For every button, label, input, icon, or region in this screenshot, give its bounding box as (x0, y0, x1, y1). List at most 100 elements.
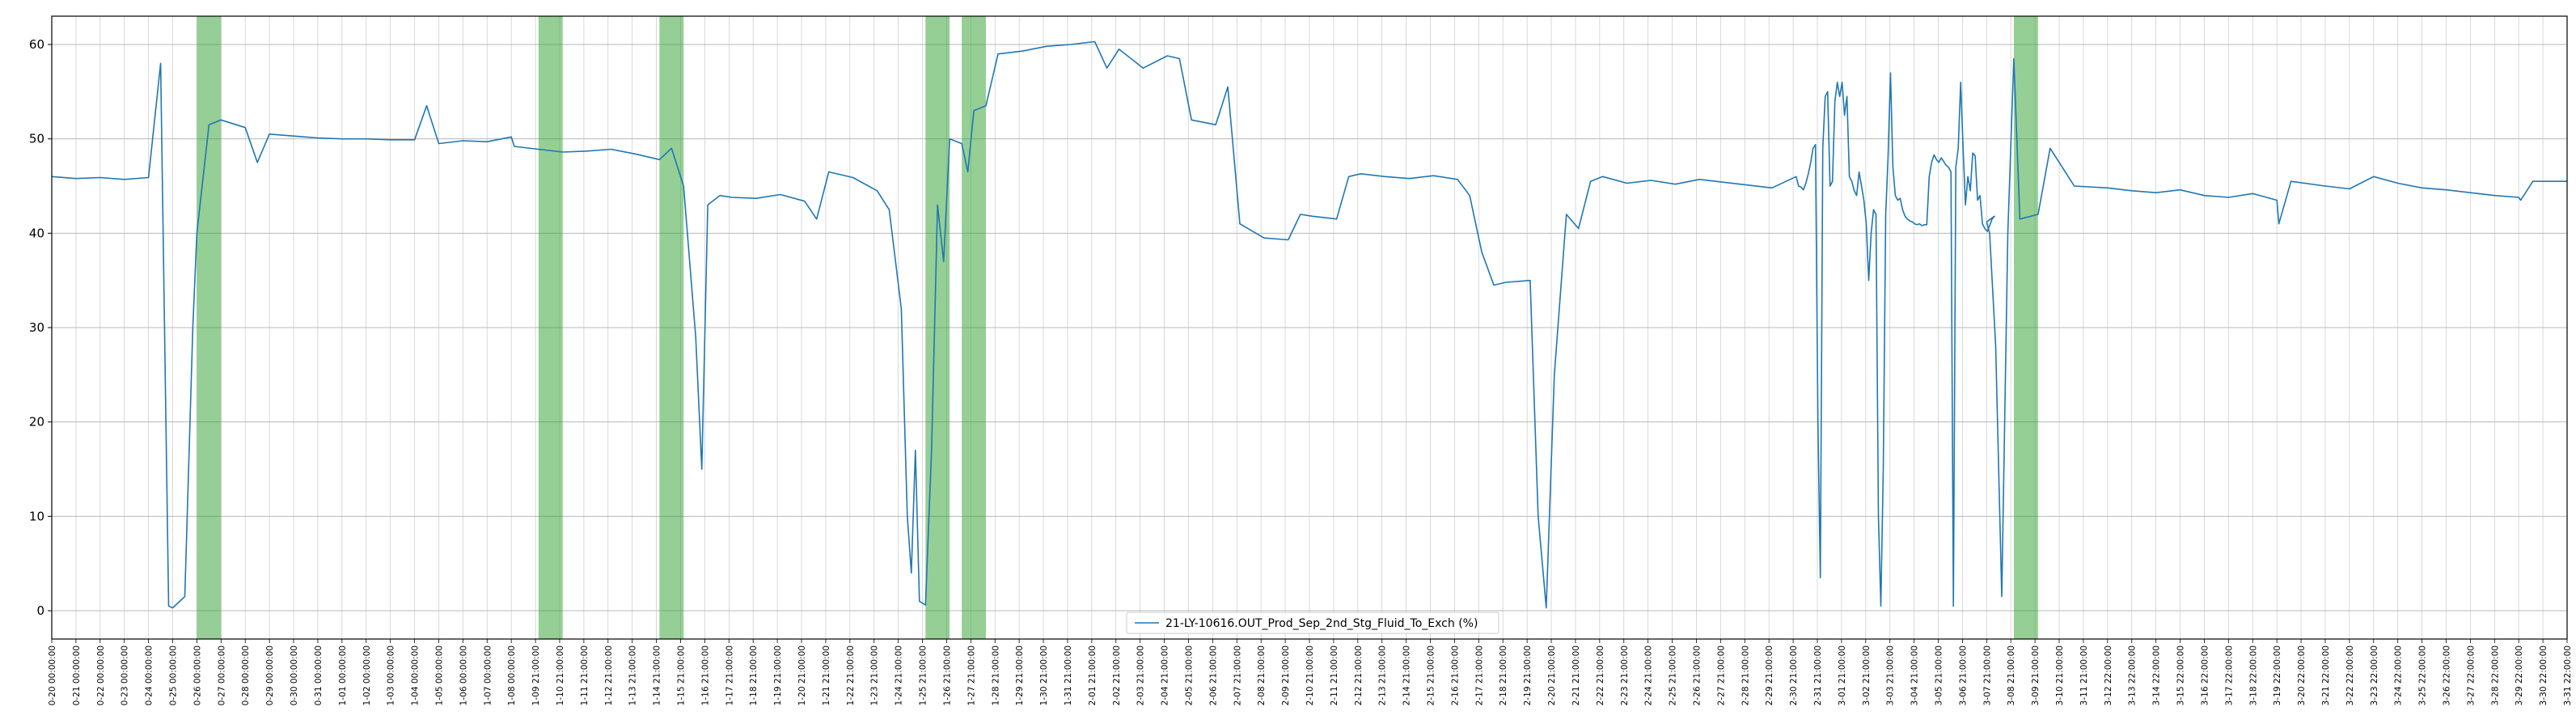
x-tick-label: 1-09 21:00:00 (531, 645, 541, 705)
x-tick-label: 2-01 21:00:00 (1088, 645, 1098, 705)
x-tick-label: 3-01 21:00:00 (1838, 645, 1847, 705)
x-tick-label: 2-17 21:00:00 (1474, 645, 1484, 705)
x-tick-label: 3-14 22:00:00 (2152, 645, 2162, 705)
x-tick-label: 3-31 22:00:00 (2563, 645, 2573, 705)
y-tick-label: 50 (29, 132, 44, 146)
x-tick-label: 3-11 21:00:00 (2079, 645, 2089, 705)
x-tick-label: 3-19 22:00:00 (2273, 645, 2282, 705)
x-tick-label: 1-26 21:00:00 (942, 645, 952, 705)
x-tick-label: 1-17 21:00:00 (725, 645, 734, 705)
x-tick-label: 1-23 21:00:00 (870, 645, 880, 705)
x-tick-label: 2-07 21:00:00 (1233, 645, 1242, 705)
x-tick-label: 1-15 21:00:00 (677, 645, 687, 705)
x-tick-label: 2-13 21:00:00 (1378, 645, 1388, 705)
legend-label: 21-LY-10616.OUT_Prod_Sep_2nd_Stg_Fluid_T… (1165, 617, 1478, 630)
legend: 21-LY-10616.OUT_Prod_Sep_2nd_Stg_Fluid_T… (1126, 612, 1499, 634)
x-tick-label: 3-15 22:00:00 (2176, 645, 2186, 705)
y-tick-label: 0 (36, 603, 44, 618)
x-tick-label: 2-02 21:00:00 (1112, 645, 1122, 705)
x-tick-label: 3-02 21:00:00 (1862, 645, 1872, 705)
x-tick-label: 2-11 21:00:00 (1330, 645, 1339, 705)
x-tick-label: 1-25 21:00:00 (919, 645, 928, 705)
x-tick-label: 0-31 00:00:00 (314, 645, 324, 705)
x-tick-label: 1-14 21:00:00 (653, 645, 662, 705)
x-tick-label: 3-04 21:00:00 (1910, 645, 1920, 705)
x-tick-label: 1-11 21:00:00 (580, 645, 590, 705)
x-tick-label: 1-19 21:00:00 (773, 645, 783, 705)
x-tick-label: 1-20 21:00:00 (797, 645, 807, 705)
x-tick-label: 1-07 00:00:00 (483, 645, 493, 705)
y-tick-label: 20 (29, 415, 44, 430)
x-tick-label: 3-17 22:00:00 (2224, 645, 2234, 705)
x-axis: 0-20 00:00:00 0-21 00:00:00 0-22 00:00:00 0… (48, 639, 2573, 705)
x-tick-label: 1-21 21:00:00 (822, 645, 831, 705)
x-tick-label: 2-06 21:00:00 (1208, 645, 1218, 705)
x-tick-label: 3-24 22:00:00 (2394, 645, 2404, 705)
x-tick-label: 3-13 22:00:00 (2128, 645, 2138, 705)
x-tick-label: 3-23 22:00:00 (2370, 645, 2379, 705)
x-tick-label: 1-04 00:00:00 (411, 645, 421, 705)
x-tick-label: 3-26 22:00:00 (2442, 645, 2451, 705)
x-tick-label: 0-28 00:00:00 (241, 645, 251, 705)
x-tick-label: 2-05 21:00:00 (1184, 645, 1194, 705)
x-tick-label: 2-22 21:00:00 (1596, 645, 1605, 705)
x-tick-label: 2-26 21:00:00 (1692, 645, 1702, 705)
x-tick-label: 0-25 00:00:00 (169, 645, 179, 705)
highlight-band (925, 16, 950, 639)
y-tick-label: 40 (29, 226, 44, 240)
x-tick-label: 3-30 22:00:00 (2539, 645, 2549, 705)
x-tick-label: 1-28 21:00:00 (991, 645, 1000, 705)
x-tick-label: 2-29 21:00:00 (1765, 645, 1774, 705)
x-tick-label: 0-24 00:00:00 (145, 645, 154, 705)
x-tick-label: 1-10 21:00:00 (556, 645, 565, 705)
x-tick-label: 2-23 21:00:00 (1620, 645, 1630, 705)
x-tick-label: 3-21 22:00:00 (2321, 645, 2331, 705)
x-tick-label: 2-10 21:00:00 (1305, 645, 1315, 705)
x-tick-label: 2-30 21:00:00 (1789, 645, 1799, 705)
x-tick-label: 3-07 21:00:00 (1982, 645, 1992, 705)
x-tick-label: 3-29 22:00:00 (2515, 645, 2524, 705)
x-tick-label: 0-26 00:00:00 (192, 645, 202, 705)
x-tick-label: 1-05 00:00:00 (434, 645, 444, 705)
series-group (51, 40, 2567, 609)
highlight-band (2013, 16, 2038, 639)
y-axis: 0 10 20 30 40 50 60 (29, 37, 52, 618)
x-tick-label: 2-25 21:00:00 (1669, 645, 1678, 705)
x-tick-label: 1-06 00:00:00 (459, 645, 468, 705)
x-tick-label: 1-13 21:00:00 (628, 645, 638, 705)
x-tick-label: 2-14 21:00:00 (1402, 645, 1412, 705)
y-tick-label: 10 (29, 509, 44, 523)
x-tick-label: 3-16 22:00:00 (2200, 645, 2210, 705)
highlight-band (538, 16, 563, 639)
x-tick-label: 3-20 22:00:00 (2297, 645, 2307, 705)
x-tick-label: 3-27 22:00:00 (2466, 645, 2476, 705)
x-tick-label: 0-23 00:00:00 (121, 645, 130, 705)
x-tick-label: 2-31 21:00:00 (1813, 645, 1823, 705)
x-tick-label: 3-10 21:00:00 (2055, 645, 2065, 705)
x-tick-label: 3-09 21:00:00 (2031, 645, 2041, 705)
x-tick-label: 1-30 21:00:00 (1039, 645, 1049, 705)
y-tick-label: 30 (29, 320, 44, 335)
x-tick-label: 0-29 00:00:00 (265, 645, 275, 705)
x-tick-label: 2-04 21:00:00 (1161, 645, 1170, 705)
x-tick-label: 3-25 22:00:00 (2418, 645, 2428, 705)
x-tick-label: 3-12 22:00:00 (2104, 645, 2113, 705)
x-tick-label: 3-03 21:00:00 (1886, 645, 1896, 705)
x-tick-label: 1-27 21:00:00 (967, 645, 976, 705)
x-tick-label: 3-08 21:00:00 (2007, 645, 2016, 705)
y-grid (52, 44, 2567, 612)
x-tick-label: 1-24 21:00:00 (895, 645, 904, 705)
x-tick-label: 0-21 00:00:00 (72, 645, 82, 705)
x-tick-label: 1-29 21:00:00 (1015, 645, 1025, 705)
x-tick-label: 2-27 21:00:00 (1716, 645, 1726, 705)
highlight-band (962, 16, 987, 639)
x-tick-label: 1-16 21:00:00 (700, 645, 710, 705)
x-tick-label: 0-27 00:00:00 (217, 645, 226, 705)
x-tick-label: 2-15 21:00:00 (1427, 645, 1436, 705)
x-tick-label: 2-28 21:00:00 (1741, 645, 1750, 705)
x-tick-label: 2-21 21:00:00 (1571, 645, 1581, 705)
x-tick-label: 2-09 21:00:00 (1281, 645, 1291, 705)
x-tick-label: 3-18 22:00:00 (2248, 645, 2258, 705)
